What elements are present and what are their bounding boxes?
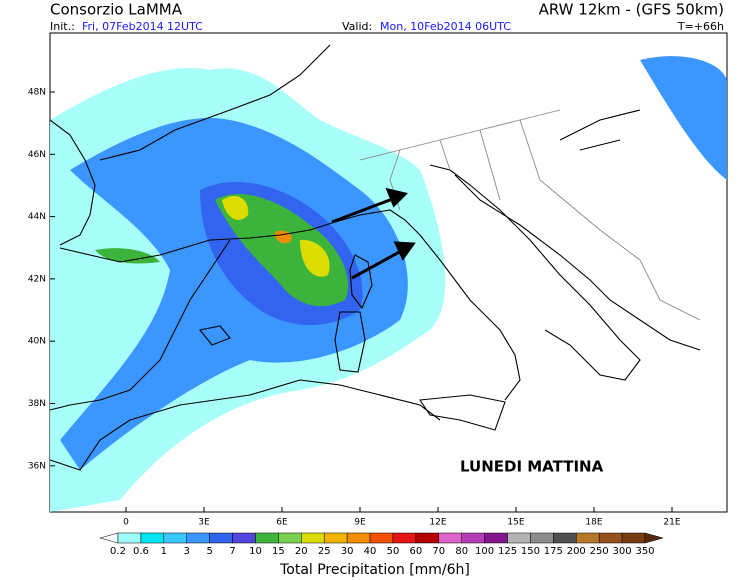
colorbar-box (186, 532, 210, 544)
init-label: Init.: (50, 20, 75, 33)
lon-label: 6E (276, 518, 288, 528)
coastlines (49, 44, 701, 471)
colorbar-box (484, 532, 508, 544)
colorbar-label: 50 (387, 546, 400, 557)
colorbar-triangle (99, 532, 119, 544)
colorbar-box (232, 532, 256, 544)
colorbar-box (163, 532, 187, 544)
lat-label: 40N (28, 337, 46, 347)
colorbar-label: 175 (544, 546, 563, 557)
colorbar-label: 40 (364, 546, 377, 557)
colorbar-box (209, 532, 233, 544)
title-left: Consorzio LaMMA (50, 1, 183, 19)
colorbar-label: 5 (206, 546, 212, 557)
colorbar-label: 80 (455, 546, 468, 557)
colorbar-label: 125 (498, 546, 517, 557)
colorbar-box (301, 532, 325, 544)
lon-label: 18E (585, 518, 602, 528)
colorbar-label: 7 (229, 546, 235, 557)
colorbar-box (438, 532, 462, 544)
arrows (331, 187, 416, 280)
colorbar-box (461, 532, 485, 544)
colorbar-box (140, 532, 165, 544)
lon-label: 12E (429, 518, 446, 528)
colorbar-label: 30 (341, 546, 354, 557)
colorbar-title: Total Precipitation [mm/6h] (279, 562, 470, 578)
colorbar-box (346, 532, 371, 544)
colorbar-label: 10 (249, 546, 262, 557)
annotation: LUNEDI MATTINA (460, 458, 604, 476)
colorbar-box (415, 532, 440, 544)
colorbar-box (255, 532, 279, 544)
colorbar-label: 250 (590, 546, 609, 557)
lon-label: 21E (663, 518, 680, 528)
colorbar-box (369, 532, 394, 544)
lat-label: 48N (28, 88, 46, 98)
colorbar-label: 300 (613, 546, 632, 557)
colorbar-label: 3 (184, 546, 190, 557)
colorbar-label: 1 (161, 546, 167, 557)
colorbar-label: 60 (410, 546, 423, 557)
colorbar-box (621, 532, 646, 544)
init-value: Fri, 07Feb2014 12UTC (82, 20, 203, 33)
colorbar-label: 20 (295, 546, 308, 557)
lon-axis: 0 3E 6E 9E 12E 15E 18E 21E (123, 507, 681, 528)
colorbar-box (117, 532, 142, 544)
colorbar-box (392, 532, 417, 544)
colorbar-triangle (644, 532, 664, 544)
colorbar-label: 15 (272, 546, 285, 557)
colorbar-box (598, 532, 623, 544)
lat-label: 46N (28, 150, 46, 160)
colorbar-label: 200 (567, 546, 586, 557)
colorbar-label: 100 (475, 546, 494, 557)
title-right: ARW 12km - (GFS 50km) (539, 1, 724, 19)
colorbar-box (576, 532, 600, 544)
colorbar-label: 350 (635, 546, 654, 557)
lat-label: 44N (28, 212, 46, 222)
colorbar-box (323, 532, 348, 544)
lat-label: 38N (28, 399, 46, 409)
lon-label: 9E (354, 518, 366, 528)
colorbar-label: 25 (318, 546, 331, 557)
valid-value: Mon, 10Feb2014 06UTC (380, 20, 511, 33)
colorbar-box (507, 532, 531, 544)
colorbar-box (530, 532, 554, 544)
colorbar-label: 150 (521, 546, 540, 557)
colorbar: 0.2 0.6 1 3 5 7 10 15 20 25 30 40 50 60 70 80 100 125 150 1… (99, 532, 664, 557)
lon-label: 15E (507, 518, 524, 528)
lon-label: 0 (123, 518, 129, 528)
lead-time: T=+66h (677, 20, 724, 33)
lat-axis: 48N 46N 44N 42N 40N 38N 36N (28, 88, 55, 471)
colorbar-box (553, 532, 577, 544)
lat-label: 42N (28, 274, 46, 284)
colorbar-box (278, 532, 302, 544)
valid-label: Valid: (342, 20, 372, 33)
precipitation (50, 56, 727, 512)
borders (359, 109, 701, 321)
colorbar-label: 70 (432, 546, 445, 557)
lon-label: 3E (198, 518, 210, 528)
colorbar-label: 0.2 (110, 546, 126, 557)
colorbar-label: 0.6 (133, 546, 149, 557)
map: LUNEDI MATTINA (49, 32, 728, 513)
lat-label: 36N (28, 461, 46, 471)
